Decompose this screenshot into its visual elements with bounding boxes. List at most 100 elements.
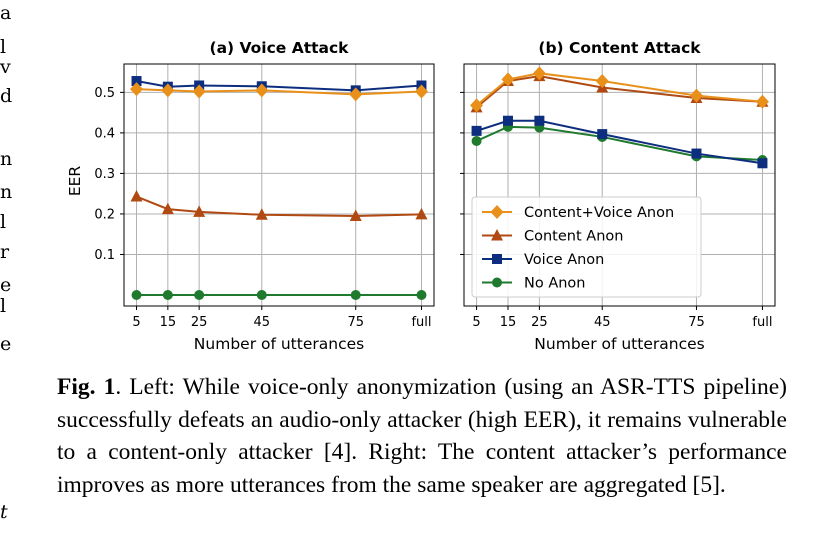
data-point-content-voice-anon (130, 82, 144, 97)
data-point-content-voice-anon (255, 83, 269, 98)
data-point-content-voice-anon (161, 83, 175, 98)
data-point-no-anon (416, 290, 427, 300)
data-point-content-voice-anon (192, 84, 206, 99)
x-tick-label: 45 (594, 315, 611, 330)
data-point-content-voice-anon (689, 88, 703, 103)
x-tick-label: 5 (472, 315, 480, 330)
legend-entry-voice-anon: Voice Anon (482, 252, 604, 268)
series-line-content-anon (475, 75, 763, 109)
data-point-content-voice-anon (595, 74, 609, 89)
legend-label: No Anon (524, 276, 586, 292)
margin-text-fragment: r (0, 241, 10, 263)
legend-marker (490, 205, 504, 219)
legend-label: Content Anon (524, 229, 623, 245)
data-point-content-voice-anon (755, 94, 769, 109)
legend-marker (492, 277, 502, 288)
margin-text-fragment: e (0, 333, 12, 355)
x-tick-label: 5 (132, 315, 140, 330)
margin-text-fragment: l (0, 211, 7, 233)
x-tick-label: full (752, 315, 772, 330)
margin-text-fragment: a (0, 2, 12, 24)
data-point-content-voice-anon (470, 98, 484, 113)
legend-marker (492, 254, 502, 264)
data-point-voice-anon (597, 129, 608, 140)
x-tick-label: 75 (688, 315, 705, 330)
series-line-voice-anon (136, 80, 422, 92)
axes-frame (123, 63, 435, 307)
data-point-no-anon (131, 290, 142, 300)
x-axis-label: Number of utterances (534, 335, 704, 353)
data-point-no-anon (162, 290, 173, 300)
x-tick-label: 15 (160, 315, 177, 330)
margin-text-fragment: t (0, 501, 8, 523)
caption-text: . Left: While voice-only anonymization (… (57, 374, 787, 498)
legend-entry-content-voice-anon: Content+Voice Anon (482, 205, 674, 221)
figure: 5 15 25 45 75 full 0.1 0.2 0.3 0.4 0.5 (a) Voice At… (66, 39, 776, 353)
data-point-content-anon (255, 208, 268, 220)
x-axis-label: Number of utterances (194, 335, 364, 353)
legend: Content+Voice Anon Content Anon Voice Anon… (471, 196, 702, 298)
data-point-content-voice-anon (414, 84, 428, 99)
data-point-no-anon (350, 290, 361, 300)
data-point-voice-anon (471, 125, 482, 136)
margin-text-fragment: e (0, 274, 12, 296)
panel-voice-attack: 5 15 25 45 75 full 0.1 0.2 0.3 0.4 0.5 (a) Voice At… (66, 39, 435, 353)
panel-title: (a) Voice Attack (209, 39, 349, 57)
data-point-content-voice-anon (349, 87, 363, 102)
y-tick-label: 0.3 (94, 167, 115, 182)
x-tick-label: 25 (531, 315, 548, 330)
data-point-content-anon (349, 209, 362, 221)
series-content-voice-anon (470, 66, 769, 113)
panel-content-attack: 5 15 25 45 75 full (b) Content Attack Number of… (460, 39, 776, 353)
margin-text-fragment: l (0, 295, 7, 317)
data-point-voice-anon (691, 148, 702, 159)
data-point-content-anon (415, 207, 428, 220)
data-point-voice-anon (502, 115, 513, 126)
series-no-anon (471, 121, 768, 166)
data-point-content-anon (193, 205, 206, 217)
legend-box (471, 196, 702, 298)
series-content-voice-anon (130, 82, 428, 102)
y-axis-label: EER (66, 166, 84, 197)
series-line-content-anon (136, 195, 422, 217)
legend-marker (491, 229, 503, 241)
legend-label: Content+Voice Anon (524, 205, 674, 221)
margin-text-fragment: d (0, 85, 13, 107)
y-tick-label: 0.5 (94, 86, 115, 101)
data-point-content-anon (130, 190, 143, 202)
series-no-anon (131, 290, 427, 300)
data-point-voice-anon (757, 158, 768, 169)
x-tick-label: full (411, 315, 431, 330)
data-point-content-anon (161, 202, 174, 215)
x-tick-label: 45 (254, 315, 271, 330)
data-point-voice-anon (534, 115, 545, 126)
series-line-content-voice-anon (475, 72, 763, 107)
legend-entry-content-anon: Content Anon (482, 229, 623, 245)
data-point-voice-anon (131, 76, 142, 87)
y-tick-label: 0.2 (94, 207, 115, 222)
data-point-no-anon (471, 136, 482, 146)
x-tick-label: 25 (191, 315, 208, 330)
axes-frame (463, 63, 776, 307)
data-point-content-voice-anon (501, 72, 515, 87)
caption-label: Fig. 1 (57, 374, 116, 400)
y-tick-label: 0.4 (94, 126, 115, 141)
legend-entry-no-anon: No Anon (482, 276, 586, 292)
margin-text-fragment: n (0, 181, 13, 203)
margin-text-fragment: v (0, 56, 11, 78)
x-tick-label: 75 (347, 315, 364, 330)
x-tick-label: 15 (500, 315, 517, 330)
legend-label: Voice Anon (524, 252, 604, 268)
series-line-voice-anon (476, 119, 763, 165)
data-point-no-anon (194, 290, 205, 300)
series-content-anon (470, 69, 769, 113)
margin-text-fragment: l (0, 36, 7, 58)
series-line-no-anon (476, 125, 763, 162)
panel-title: (b) Content Attack (538, 39, 701, 57)
series-content-anon (130, 190, 428, 221)
data-point-no-anon (256, 290, 267, 300)
series-line-content-voice-anon (136, 88, 422, 96)
margin-text-fragment: n (0, 148, 13, 170)
series-voice-anon (471, 115, 768, 169)
